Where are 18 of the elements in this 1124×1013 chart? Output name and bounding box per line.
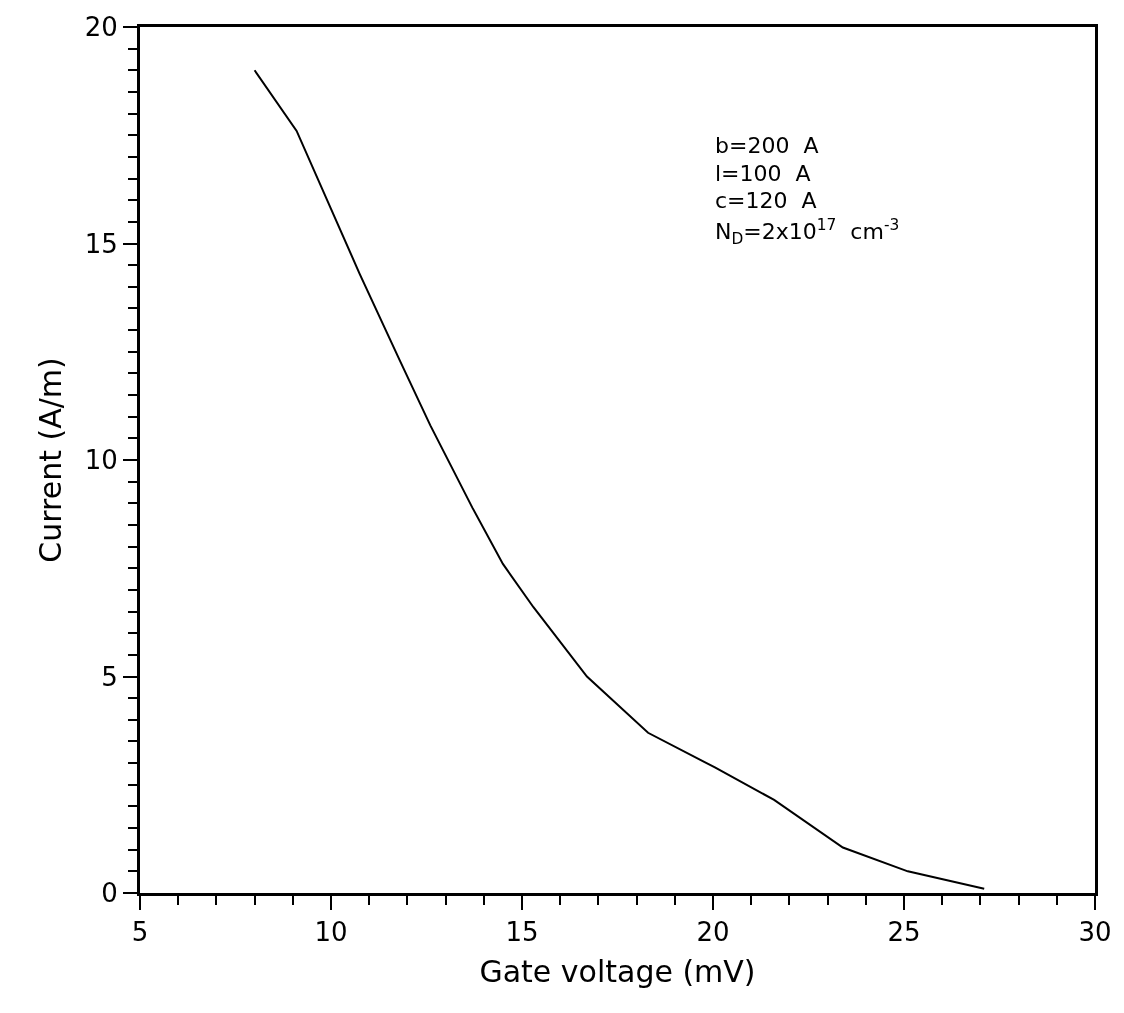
y-tick-label: 0 (101, 878, 118, 909)
y-tick-label: 5 (101, 661, 118, 692)
annotation: l=100 A (715, 161, 811, 186)
annotation: N$_{D}$=2x10$^{17}$ cm$^{-3}$ (715, 216, 900, 248)
y-axis-title: Current (A/m) (32, 357, 68, 563)
x-tick-label: 10 (314, 917, 348, 948)
x-tick-label: 30 (1078, 917, 1112, 948)
y-tick-label: 10 (84, 445, 118, 476)
x-tick-label: 20 (696, 917, 730, 948)
line-series (253, 69, 986, 890)
annotation: b=200 A (715, 133, 819, 158)
x-tick-label: 25 (887, 917, 921, 948)
y-tick-label: 20 (84, 12, 118, 43)
x-tick-label: 15 (505, 917, 539, 948)
x-tick-label: 5 (131, 917, 149, 948)
y-tick-label: 15 (84, 228, 118, 259)
x-axis-title: Gate voltage (mV) (479, 953, 756, 989)
annotation: c=120 A (715, 188, 817, 213)
